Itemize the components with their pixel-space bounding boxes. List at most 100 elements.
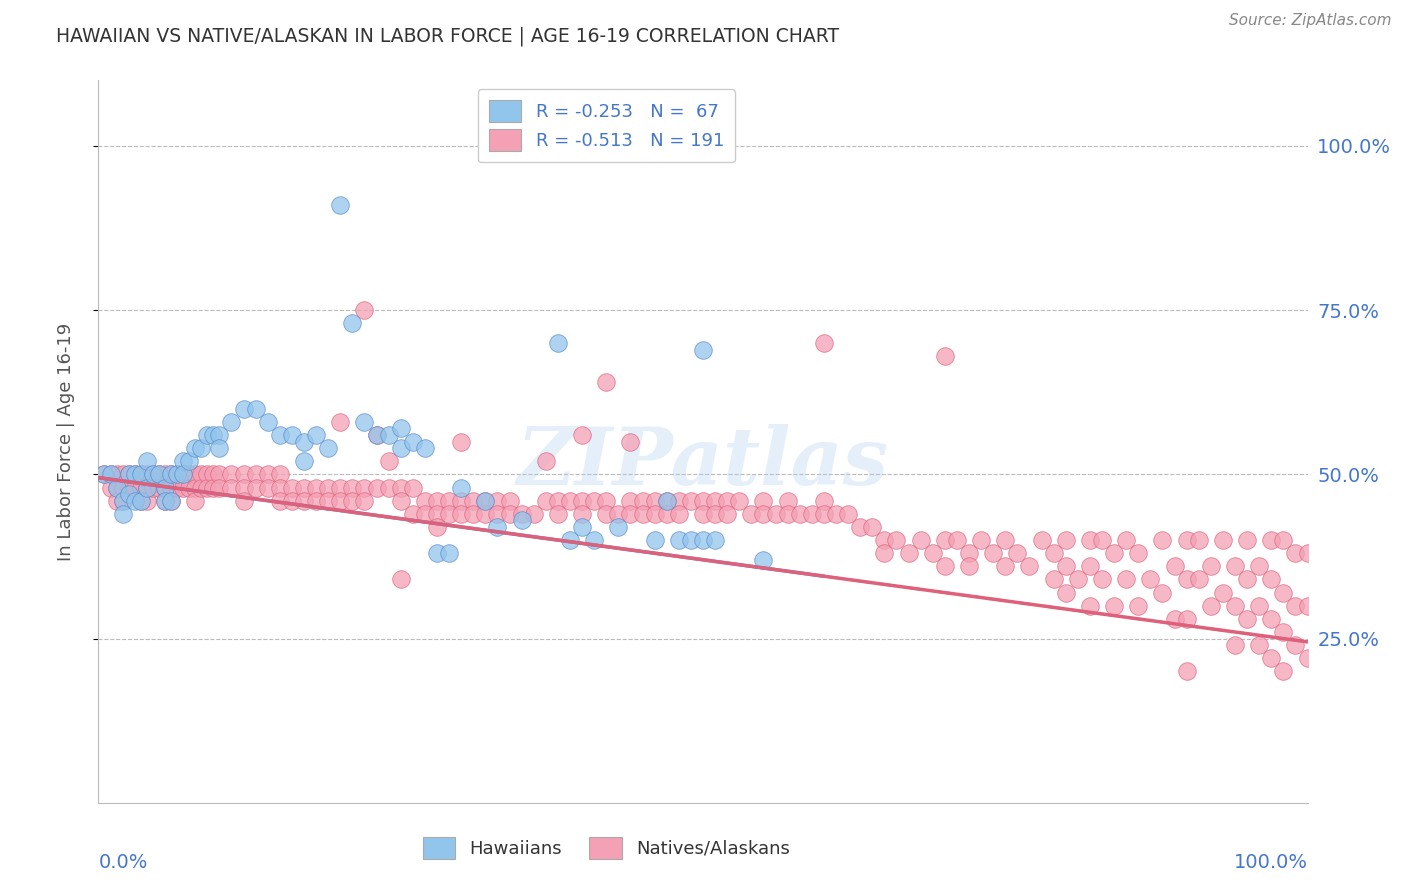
Point <box>571 520 593 534</box>
Point <box>704 533 727 547</box>
Point <box>148 467 170 482</box>
Point <box>292 434 315 449</box>
Text: ZIPatlas: ZIPatlas <box>517 425 889 502</box>
Point <box>389 441 412 455</box>
Point <box>716 507 738 521</box>
Point <box>353 415 375 429</box>
Text: HAWAIIAN VS NATIVE/ALASKAN IN LABOR FORCE | AGE 16-19 CORRELATION CHART: HAWAIIAN VS NATIVE/ALASKAN IN LABOR FORC… <box>56 27 839 46</box>
Point <box>934 533 956 547</box>
Point <box>232 481 254 495</box>
Point <box>281 493 304 508</box>
Point <box>1042 546 1064 560</box>
Point <box>124 467 146 482</box>
Point <box>221 415 243 429</box>
Point <box>353 493 375 508</box>
Point <box>1163 612 1185 626</box>
Point <box>1296 546 1319 560</box>
Point <box>1284 599 1306 613</box>
Point <box>450 493 472 508</box>
Point <box>704 507 727 521</box>
Point <box>1199 599 1222 613</box>
Point <box>692 533 714 547</box>
Point <box>160 481 183 495</box>
Point <box>342 493 364 508</box>
Point <box>166 467 188 482</box>
Point <box>1102 599 1125 613</box>
Point <box>776 507 799 521</box>
Point <box>118 487 141 501</box>
Point <box>316 441 339 455</box>
Point <box>1249 559 1271 574</box>
Point <box>179 467 201 482</box>
Point <box>619 434 641 449</box>
Point <box>619 493 641 508</box>
Point <box>1236 533 1258 547</box>
Point <box>281 428 304 442</box>
Point <box>232 467 254 482</box>
Point <box>1078 599 1101 613</box>
Point <box>153 467 176 482</box>
Point <box>172 467 194 482</box>
Point <box>1152 585 1174 599</box>
Point <box>316 493 339 508</box>
Point <box>1260 533 1282 547</box>
Point <box>256 481 278 495</box>
Point <box>704 493 727 508</box>
Point <box>426 493 449 508</box>
Point <box>1054 585 1077 599</box>
Point <box>389 573 412 587</box>
Point <box>105 467 128 482</box>
Point <box>655 493 678 508</box>
Point <box>800 507 823 521</box>
Point <box>1175 573 1198 587</box>
Point <box>450 507 472 521</box>
Point <box>1054 559 1077 574</box>
Point <box>1175 533 1198 547</box>
Point <box>1223 599 1246 613</box>
Point <box>129 467 152 482</box>
Point <box>208 441 231 455</box>
Point <box>366 428 388 442</box>
Point <box>728 493 751 508</box>
Point <box>692 493 714 508</box>
Point <box>1163 559 1185 574</box>
Point <box>1152 533 1174 547</box>
Point <box>934 559 956 574</box>
Point <box>486 493 509 508</box>
Point <box>1272 625 1295 640</box>
Point <box>716 493 738 508</box>
Point <box>994 559 1017 574</box>
Point <box>437 546 460 560</box>
Point <box>129 493 152 508</box>
Point <box>402 481 425 495</box>
Point <box>1199 559 1222 574</box>
Point <box>1223 559 1246 574</box>
Point <box>849 520 872 534</box>
Point <box>1078 559 1101 574</box>
Point <box>619 507 641 521</box>
Point <box>389 493 412 508</box>
Point <box>437 493 460 508</box>
Point <box>129 481 152 495</box>
Point <box>184 481 207 495</box>
Point <box>523 507 546 521</box>
Point <box>269 467 291 482</box>
Point <box>118 481 141 495</box>
Point <box>389 421 412 435</box>
Point <box>100 481 122 495</box>
Point <box>957 559 980 574</box>
Point <box>342 316 364 330</box>
Point <box>281 481 304 495</box>
Point <box>1284 546 1306 560</box>
Point <box>111 481 134 495</box>
Point <box>679 533 702 547</box>
Point <box>1175 665 1198 679</box>
Point <box>776 493 799 508</box>
Point <box>1091 533 1114 547</box>
Point <box>329 415 352 429</box>
Point <box>426 520 449 534</box>
Point <box>1236 573 1258 587</box>
Point <box>232 493 254 508</box>
Point <box>256 415 278 429</box>
Point <box>305 428 328 442</box>
